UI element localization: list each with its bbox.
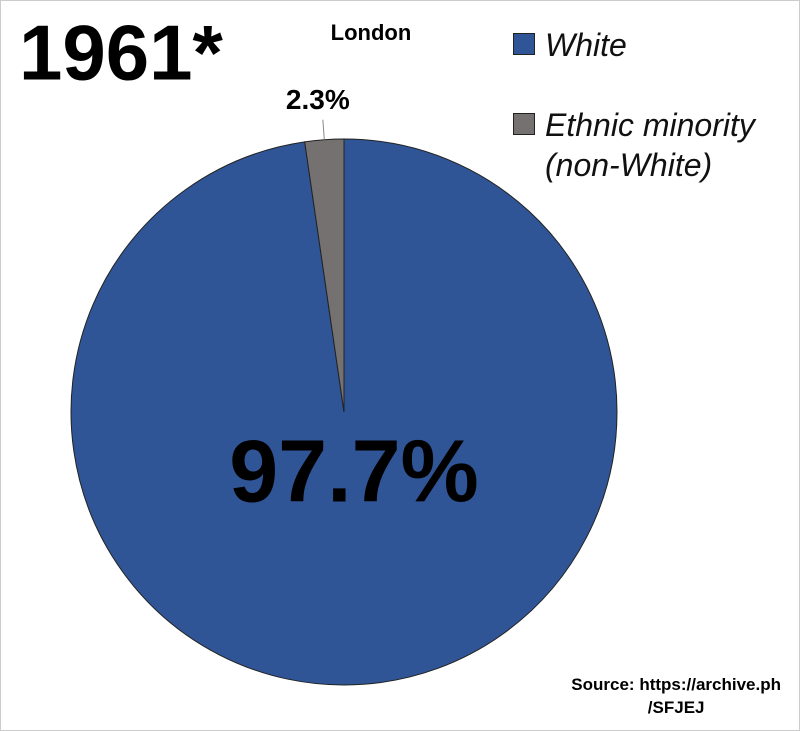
- leader-line: [322, 119, 325, 140]
- year-annotation: 1961*: [19, 9, 224, 97]
- chart-title: London: [331, 20, 412, 45]
- value-label: 97.7%: [229, 421, 479, 520]
- pie-slice: [304, 138, 345, 413]
- legend-item: White: [513, 25, 793, 65]
- legend-swatch: [513, 113, 535, 135]
- pie: [70, 138, 618, 686]
- source: Source: https://archive.ph /SFJEJ: [571, 673, 781, 719]
- legend-item: Ethnic minority (non-White): [513, 105, 793, 185]
- source-line: /SFJEJ: [647, 698, 705, 717]
- legend-swatch: [513, 33, 535, 55]
- legend-label: Ethnic minority (non-White): [545, 107, 755, 183]
- source-line: Source: https://archive.ph: [571, 675, 781, 694]
- legend-label: White: [545, 27, 627, 63]
- value-label: 2.3%: [286, 84, 350, 115]
